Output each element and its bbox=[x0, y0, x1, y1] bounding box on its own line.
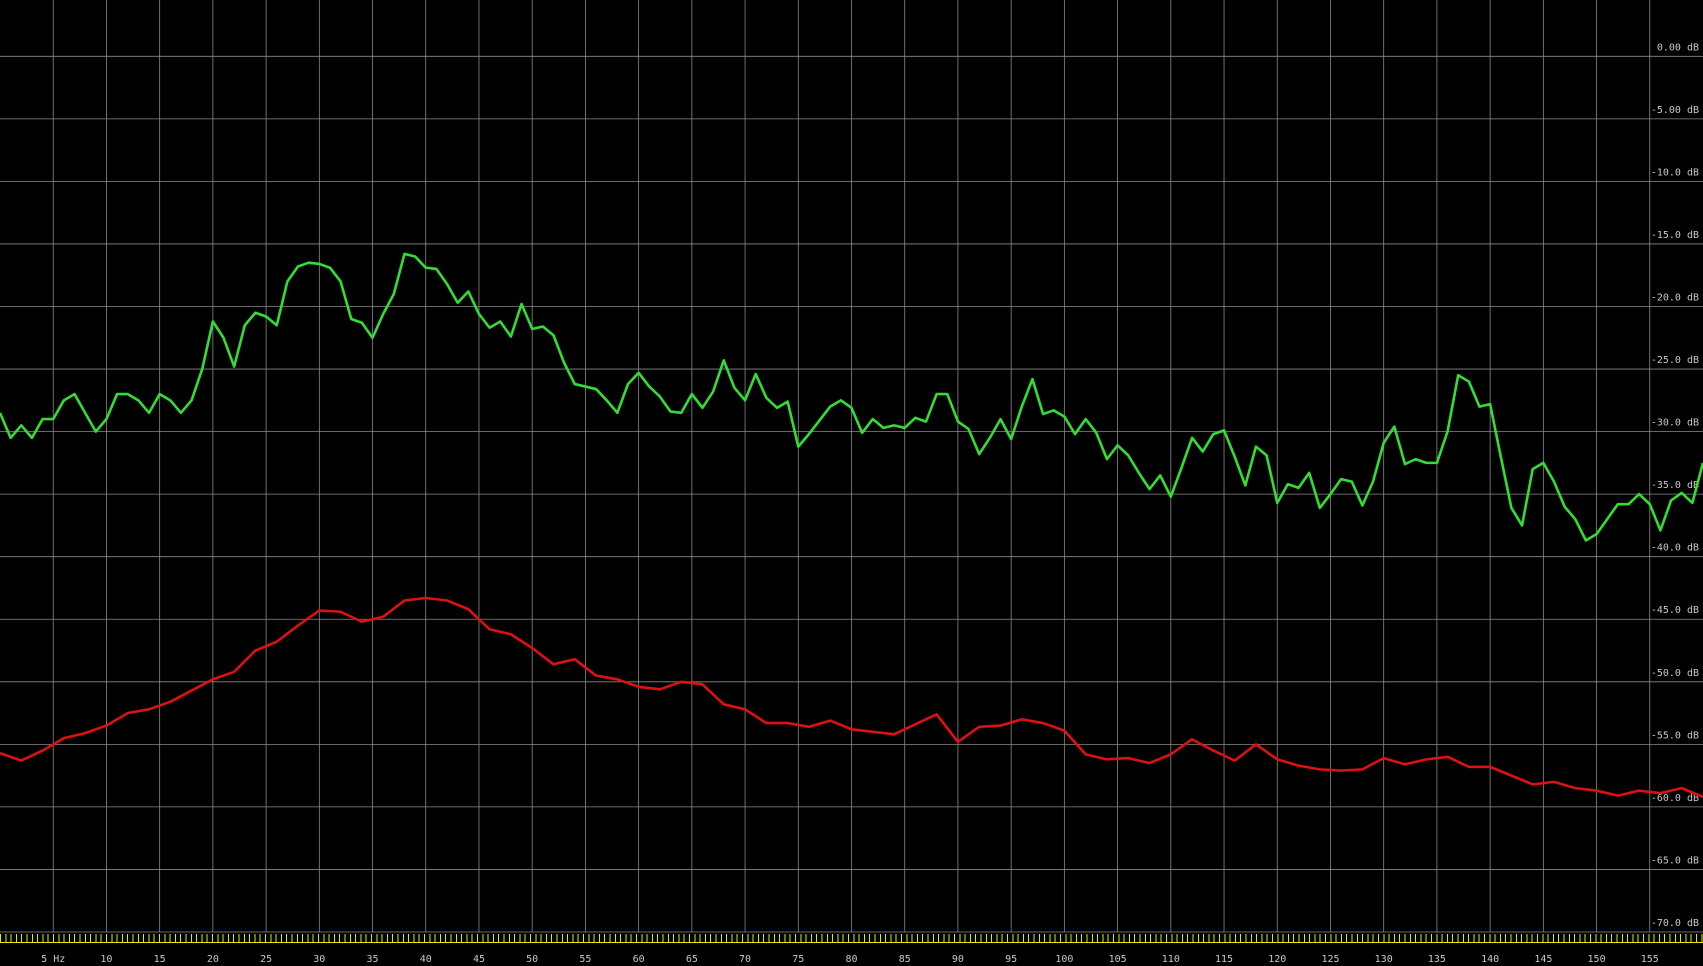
y-tick-label: -70.0 dB bbox=[1651, 918, 1699, 929]
x-tick-label: 85 bbox=[899, 954, 911, 965]
y-tick-label: 0.00 dB bbox=[1657, 42, 1699, 53]
x-tick-label: 75 bbox=[792, 954, 804, 965]
y-tick-label: -50.0 dB bbox=[1651, 668, 1699, 679]
y-tick-label: -25.0 dB bbox=[1651, 355, 1699, 366]
frequency-ruler bbox=[0, 934, 1703, 943]
x-tick-label: 20 bbox=[207, 954, 219, 965]
x-tick-label: 150 bbox=[1588, 954, 1606, 965]
x-tick-label: 115 bbox=[1215, 954, 1233, 965]
x-tick-label: 135 bbox=[1428, 954, 1446, 965]
x-tick-label: 100 bbox=[1055, 954, 1073, 965]
x-tick-label: 15 bbox=[154, 954, 166, 965]
y-tick-label: -10.0 dB bbox=[1651, 167, 1699, 178]
x-tick-label: 140 bbox=[1481, 954, 1499, 965]
x-tick-label: 10 bbox=[100, 954, 112, 965]
x-tick-label: 145 bbox=[1534, 954, 1552, 965]
x-tick-label: 30 bbox=[313, 954, 325, 965]
x-tick-label: 95 bbox=[1005, 954, 1017, 965]
x-tick-label: 110 bbox=[1162, 954, 1180, 965]
x-tick-label: 155 bbox=[1641, 954, 1659, 965]
y-tick-label: -20.0 dB bbox=[1651, 292, 1699, 303]
y-tick-label: -15.0 dB bbox=[1651, 230, 1699, 241]
x-tick-label: 50 bbox=[526, 954, 538, 965]
x-tick-label: 130 bbox=[1375, 954, 1393, 965]
y-tick-label: -5.00 dB bbox=[1651, 105, 1699, 116]
x-tick-label: 5 Hz bbox=[41, 954, 65, 965]
x-tick-label: 60 bbox=[633, 954, 645, 965]
spectrum-line bbox=[0, 252, 1703, 542]
x-tick-label: 105 bbox=[1109, 954, 1127, 965]
x-tick-label: 25 bbox=[260, 954, 272, 965]
x-tick-label: 125 bbox=[1321, 954, 1339, 965]
x-tick-label: 65 bbox=[686, 954, 698, 965]
x-tick-label: 70 bbox=[739, 954, 751, 965]
y-tick-label: -35.0 dB bbox=[1651, 480, 1699, 491]
x-tick-label: 55 bbox=[579, 954, 591, 965]
x-tick-label: 45 bbox=[473, 954, 485, 965]
x-tick-label: 35 bbox=[367, 954, 379, 965]
y-tick-label: -55.0 dB bbox=[1651, 730, 1699, 741]
y-tick-label: -45.0 dB bbox=[1651, 605, 1699, 616]
y-tick-label: -60.0 dB bbox=[1651, 793, 1699, 804]
x-tick-label: 120 bbox=[1268, 954, 1286, 965]
x-tick-label: 40 bbox=[420, 954, 432, 965]
y-tick-label: -65.0 dB bbox=[1651, 855, 1699, 866]
y-tick-label: -40.0 dB bbox=[1651, 543, 1699, 554]
spectrum-line bbox=[0, 596, 1703, 799]
ruler-base bbox=[0, 942, 1703, 943]
x-tick-label: 90 bbox=[952, 954, 964, 965]
y-tick-label: -30.0 dB bbox=[1651, 418, 1699, 429]
x-tick-label: 80 bbox=[845, 954, 857, 965]
